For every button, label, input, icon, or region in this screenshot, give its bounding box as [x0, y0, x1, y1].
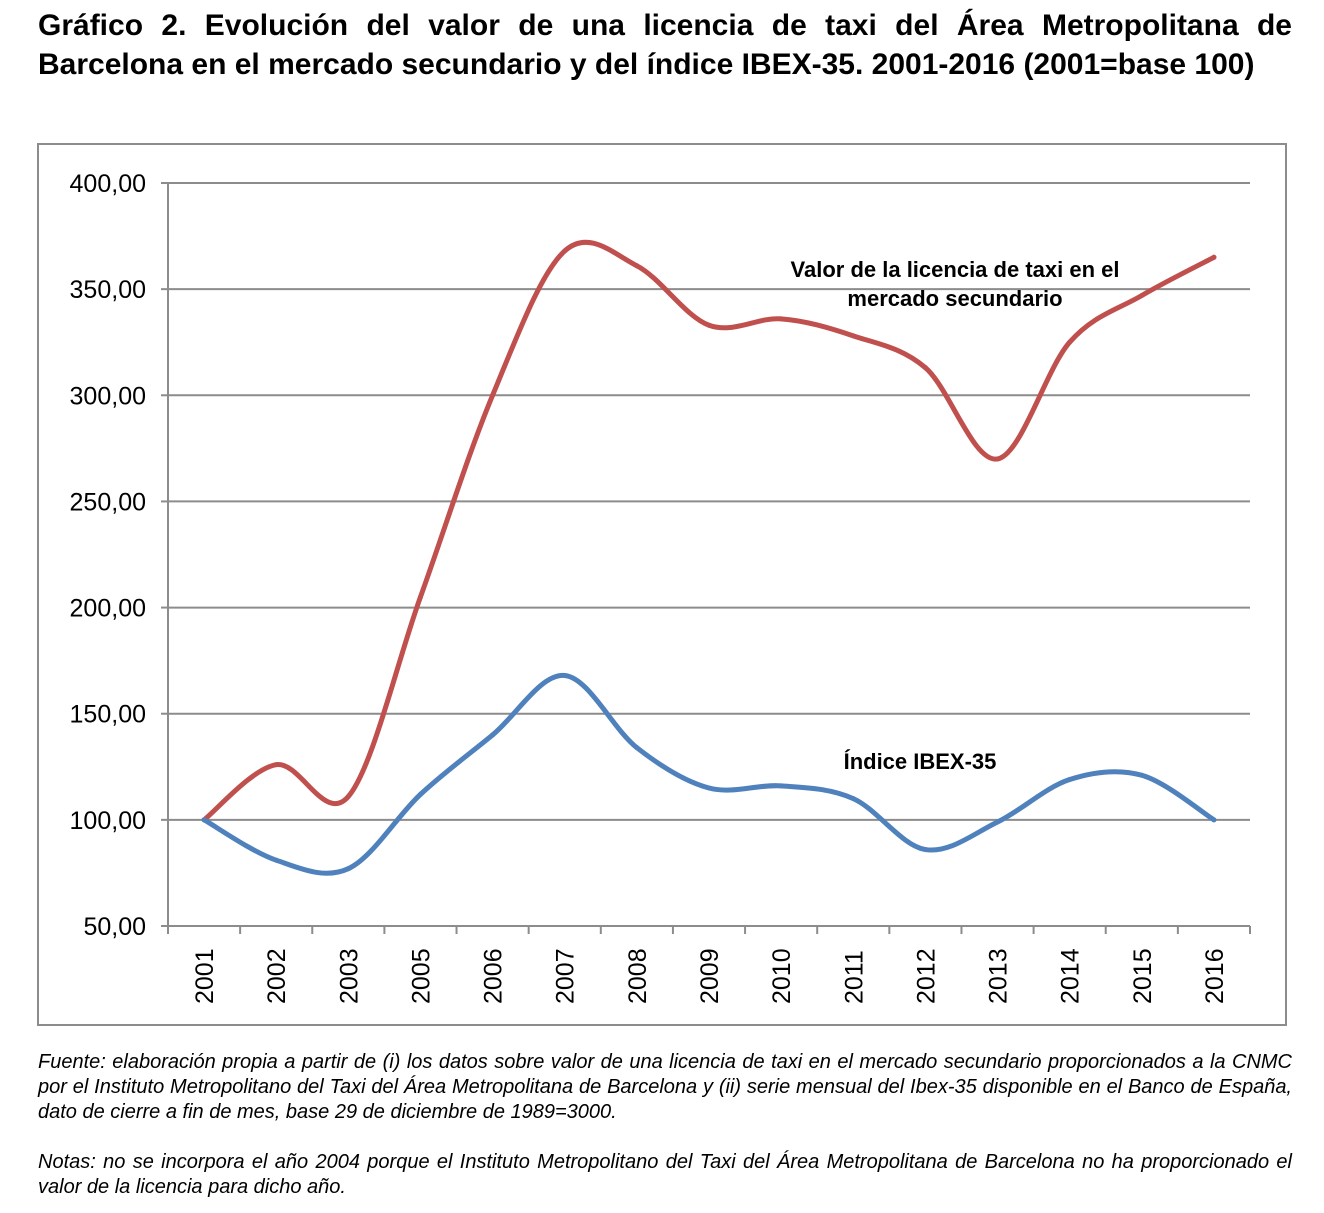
data-point-taxi-licence	[634, 263, 640, 269]
data-point-taxi-licence	[1067, 339, 1073, 345]
x-tick-label: 2009	[696, 948, 724, 1004]
data-point-taxi-licence	[922, 365, 928, 371]
data-point-taxi-licence	[995, 456, 1001, 462]
y-tick-label: 400,00	[70, 170, 146, 198]
data-point-ibex35	[562, 673, 568, 679]
series-line-ibex35	[201, 673, 1217, 876]
data-point-ibex35	[417, 791, 423, 797]
data-point-ibex35	[706, 785, 712, 791]
data-point-ibex35	[1139, 772, 1145, 778]
x-tick-label: 2007	[552, 948, 580, 1004]
data-point-taxi-licence	[1139, 293, 1145, 299]
x-tick-label: 2011	[840, 950, 868, 1004]
data-point-taxi-licence	[490, 392, 496, 398]
chart-frame	[37, 143, 1287, 1026]
data-point-ibex35	[1067, 777, 1073, 783]
x-tick-label: 2010	[768, 948, 796, 1004]
data-point-ibex35	[201, 817, 207, 823]
data-point-ibex35	[850, 796, 856, 802]
data-point-ibex35	[490, 732, 496, 738]
series-label-taxi-licence: Valor de la licencia de taxi en el	[791, 257, 1120, 282]
series-label-ibex35: Índice IBEX-35	[844, 749, 997, 774]
chart-title: Gráfico 2. Evolución del valor de una li…	[38, 9, 1292, 81]
x-tick-label: 2003	[335, 948, 363, 1004]
y-tick-label: 100,00	[70, 807, 146, 835]
y-tick-label: 300,00	[70, 382, 146, 410]
x-tick-label: 2013	[985, 948, 1013, 1004]
x-tick-label: 2015	[1129, 948, 1157, 1004]
line-chart: 50,00 100,00 150,00 200,00 250,00 300,00 350,0…	[70, 170, 1251, 1004]
x-tick-label: 2012	[912, 948, 940, 1004]
y-tick-label: 200,00	[70, 595, 146, 623]
data-point-taxi-licence	[850, 333, 856, 339]
y-tick-label: 50,00	[83, 913, 146, 941]
source-note: Fuente: elaboración propia a partir de (…	[38, 1051, 1292, 1123]
series-line-taxi-licence	[201, 239, 1217, 823]
data-point-ibex35	[634, 745, 640, 751]
x-tick-label: 2014	[1057, 948, 1085, 1004]
x-tick-label: 2002	[263, 948, 291, 1004]
data-point-taxi-licence	[273, 762, 279, 768]
data-point-ibex35	[778, 783, 784, 789]
data-point-taxi-licence	[417, 594, 423, 600]
data-point-ibex35	[345, 866, 351, 872]
data-point-ibex35	[1211, 817, 1217, 823]
x-tick-label: 2016	[1201, 948, 1229, 1004]
x-tick-label: 2001	[191, 948, 219, 1004]
data-point-ibex35	[273, 857, 279, 863]
x-tick-label: 2005	[407, 948, 435, 1004]
y-tick-label: 150,00	[70, 701, 146, 729]
x-tick-label: 2006	[480, 948, 508, 1004]
y-tick-label: 250,00	[70, 488, 146, 516]
x-tick-label: 2008	[624, 948, 652, 1004]
notes-note: Notas: no se incorpora el año 2004 porqu…	[38, 1151, 1292, 1198]
data-point-taxi-licence	[345, 794, 351, 800]
data-point-ibex35	[995, 819, 1001, 825]
y-tick-label: 350,00	[70, 276, 146, 304]
data-point-ibex35	[922, 847, 928, 853]
data-point-taxi-licence	[1211, 254, 1217, 260]
data-point-taxi-licence	[562, 248, 568, 254]
series-label-taxi-licence: mercado secundario	[847, 286, 1062, 311]
data-point-taxi-licence	[706, 322, 712, 328]
data-point-taxi-licence	[778, 316, 784, 322]
